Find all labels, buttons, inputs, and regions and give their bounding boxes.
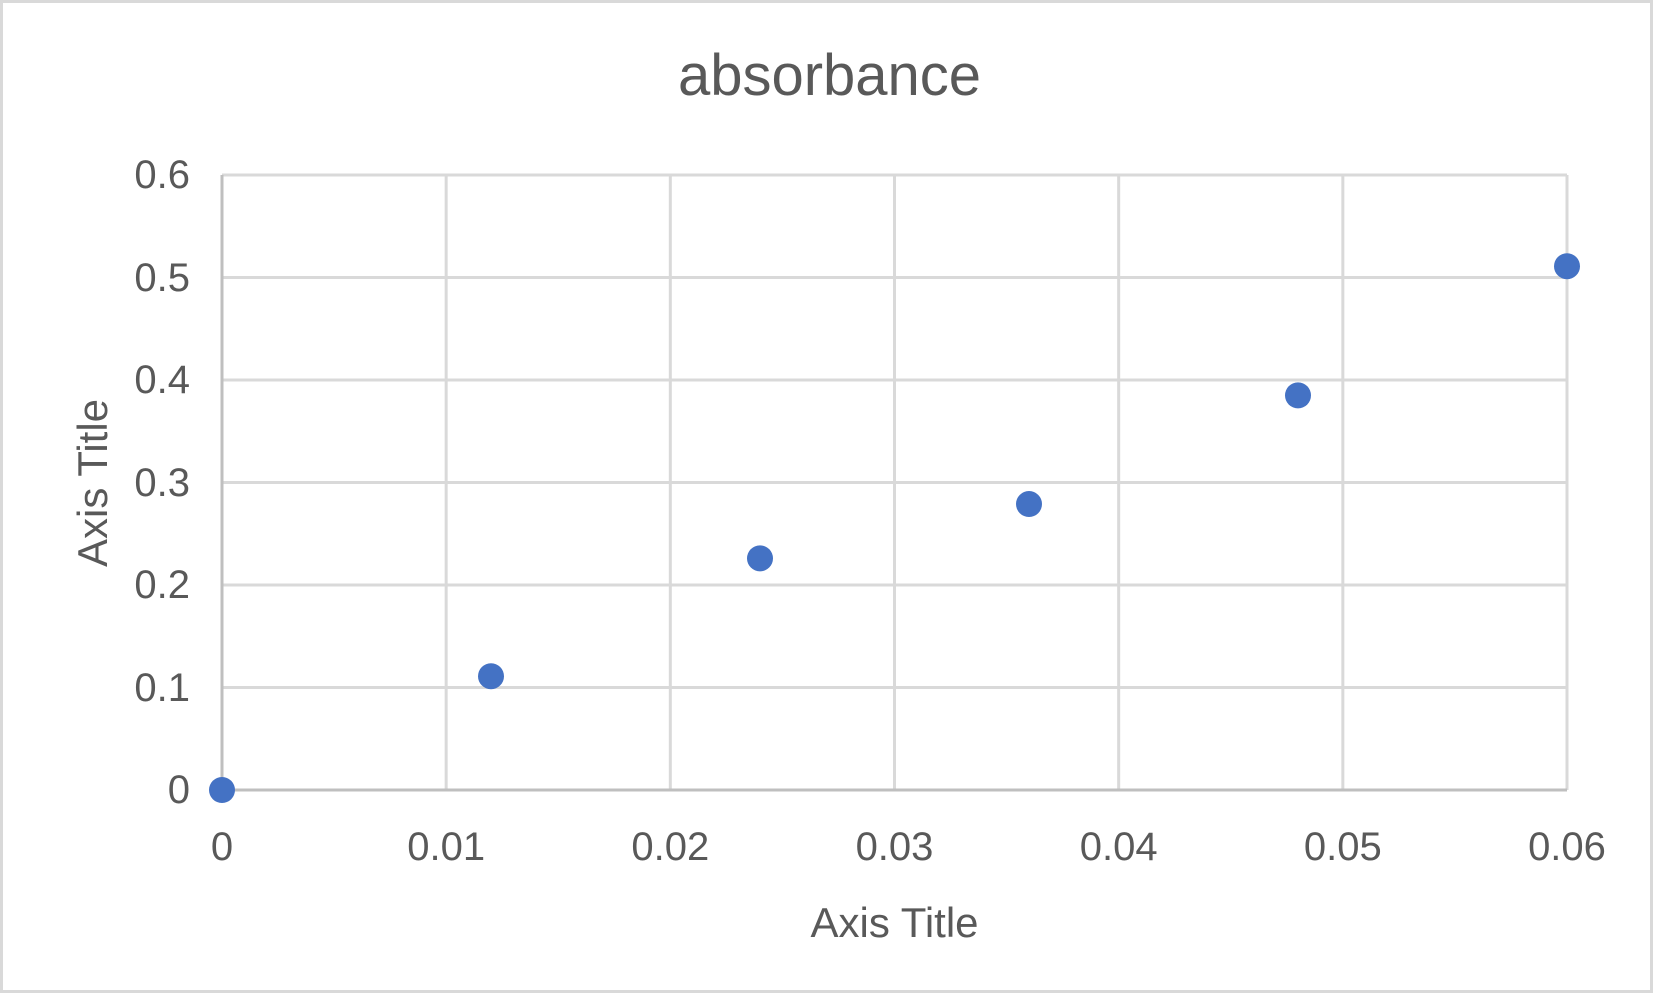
chart-title: absorbance: [677, 43, 982, 108]
x-tick-label: 0.03: [855, 825, 934, 869]
y-tick-label: 0: [167, 768, 190, 812]
scatter-point: [1016, 491, 1042, 518]
scatter-point: [478, 663, 504, 690]
y-tick-label: 0.2: [134, 563, 190, 607]
y-tick-label: 0.1: [134, 665, 190, 710]
y-tick-label: 0.5: [134, 255, 190, 300]
x-axis-title: Axis Title: [810, 899, 979, 946]
scatter-point: [747, 545, 773, 572]
y-tick-label: 0.3: [134, 460, 190, 505]
y-tick-label: 0.6: [134, 153, 190, 197]
x-tick-label: 0: [210, 825, 234, 869]
y-tick-label: 0.4: [134, 358, 190, 402]
y-axis-title: Axis Title: [69, 398, 116, 568]
scatter-point: [209, 777, 235, 803]
x-tick-label: 0.05: [1303, 825, 1382, 869]
x-tick-label: 0.06: [1528, 825, 1606, 869]
scatter-point: [1554, 253, 1580, 280]
x-tick-label: 0.01: [407, 825, 486, 869]
x-tick-label: 0.04: [1079, 825, 1158, 869]
scatter-point: [1285, 382, 1311, 409]
x-tick-label: 0.02: [631, 825, 710, 869]
plot-area: [209, 173, 1580, 803]
